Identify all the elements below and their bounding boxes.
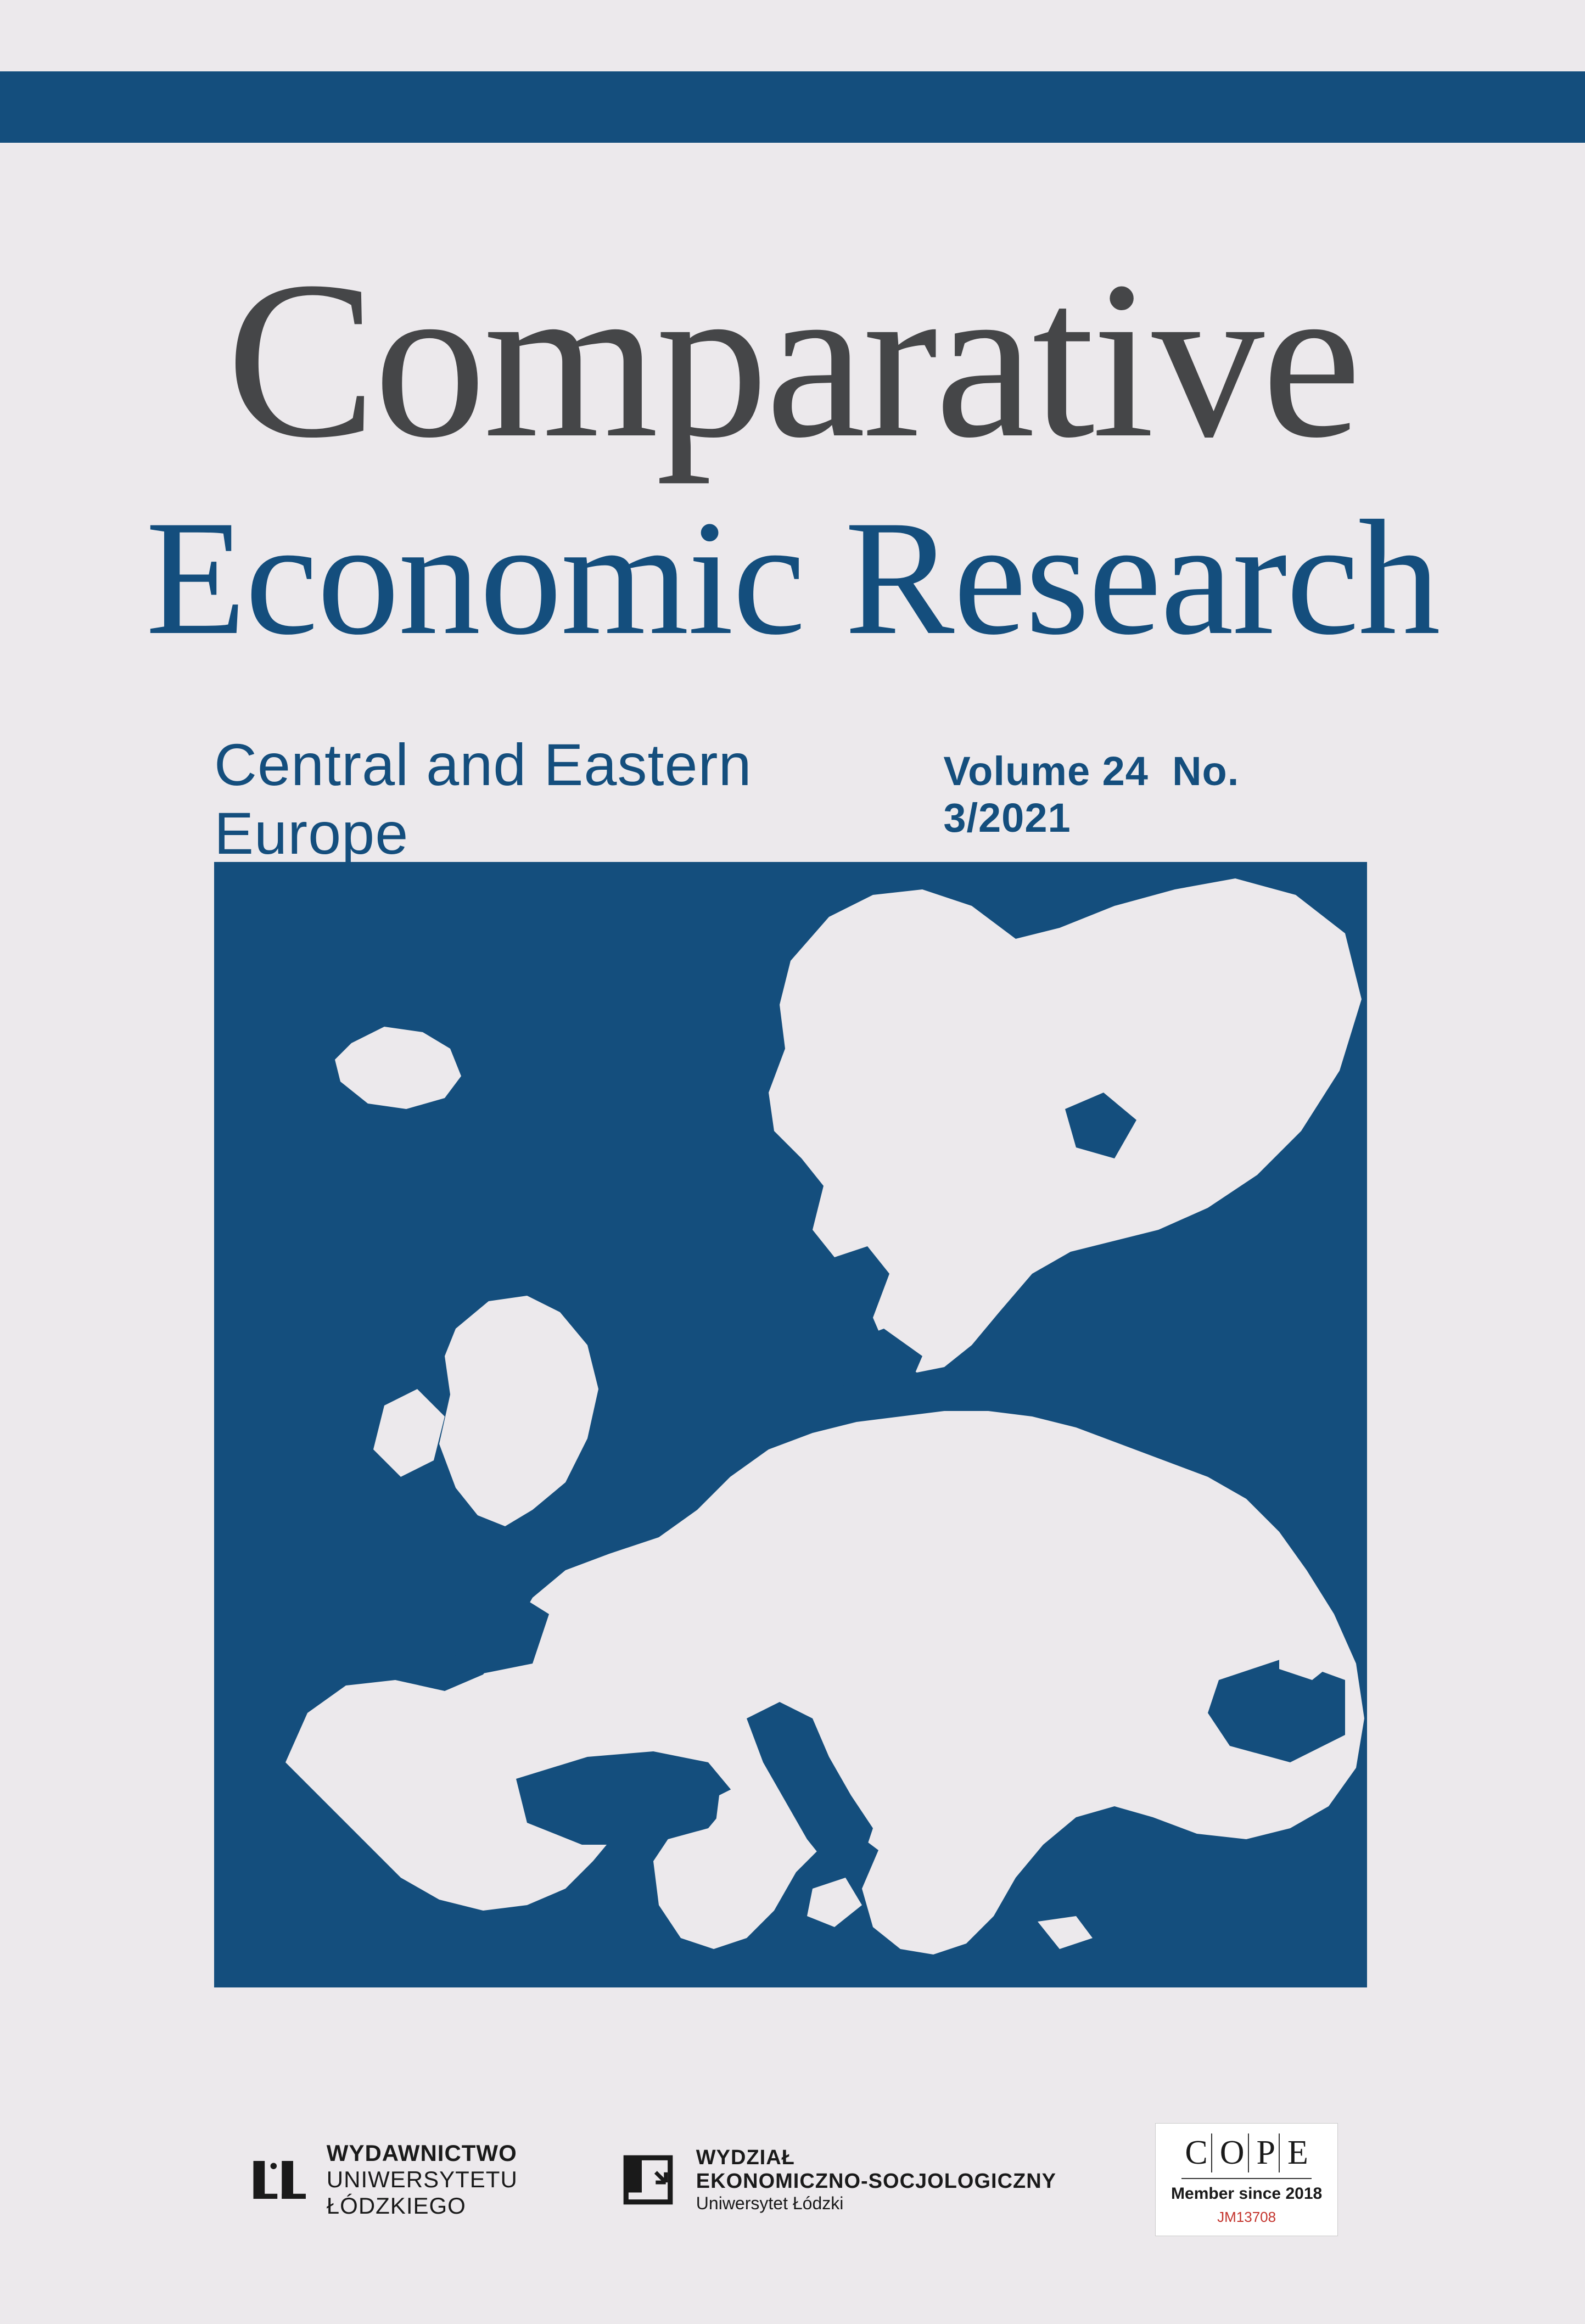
footer-logos-row: WYDAWNICTWO UNIWERSYTETU ŁÓDZKIEGO WYDZI… [0,2123,1585,2236]
journal-subtitle: Central and Eastern Europe [214,730,943,867]
volume-label: Volume 24 [943,748,1149,794]
cope-badge: C O P E Member since 2018 JM13708 [1155,2123,1338,2236]
publisher2-line2: EKONOMICZNO-SOCJOLOGICZNY [696,2170,1056,2193]
subtitle-row: Central and Eastern Europe Volume 24 No.… [214,730,1367,867]
publisher1-line3: ŁÓDZKIEGO [327,2193,518,2219]
cope-letter-c: C [1181,2133,1212,2172]
europe-map-svg [214,862,1367,1987]
publisher-logo-wydzial: WYDZIAŁ EKONOMICZNO-SOCJOLOGICZNY Uniwer… [617,2146,1056,2214]
cope-letter-p: P [1253,2133,1280,2172]
faculty-icon [617,2148,680,2211]
publisher2-line1: WYDZIAŁ [696,2146,1056,2170]
cope-member-id: JM13708 [1217,2209,1276,2226]
ul-press-icon [247,2148,310,2211]
volume-issue-info: Volume 24 No. 3/2021 [943,748,1367,841]
top-accent-bar [0,71,1585,143]
publisher1-line1: WYDAWNICTWO [327,2140,518,2166]
journal-title-line1: Comparative [226,231,1359,489]
cope-member-text: Member since 2018 [1171,2185,1322,2203]
publisher2-text: WYDZIAŁ EKONOMICZNO-SOCJOLOGICZNY Uniwer… [696,2146,1056,2214]
publisher1-text: WYDAWNICTWO UNIWERSYTETU ŁÓDZKIEGO [327,2140,518,2219]
publisher1-line2: UNIWERSYTETU [327,2166,518,2193]
cope-letter-o: O [1217,2133,1249,2172]
cope-acronym: C O P E [1181,2133,1312,2179]
cope-letter-e: E [1284,2133,1312,2172]
publisher-logo-wydawnictwo: WYDAWNICTWO UNIWERSYTETU ŁÓDZKIEGO [247,2140,518,2219]
journal-title-line2: Economic Research [145,483,1440,673]
publisher2-line3: Uniwersytet Łódzki [696,2193,1056,2214]
europe-map [214,862,1367,1987]
